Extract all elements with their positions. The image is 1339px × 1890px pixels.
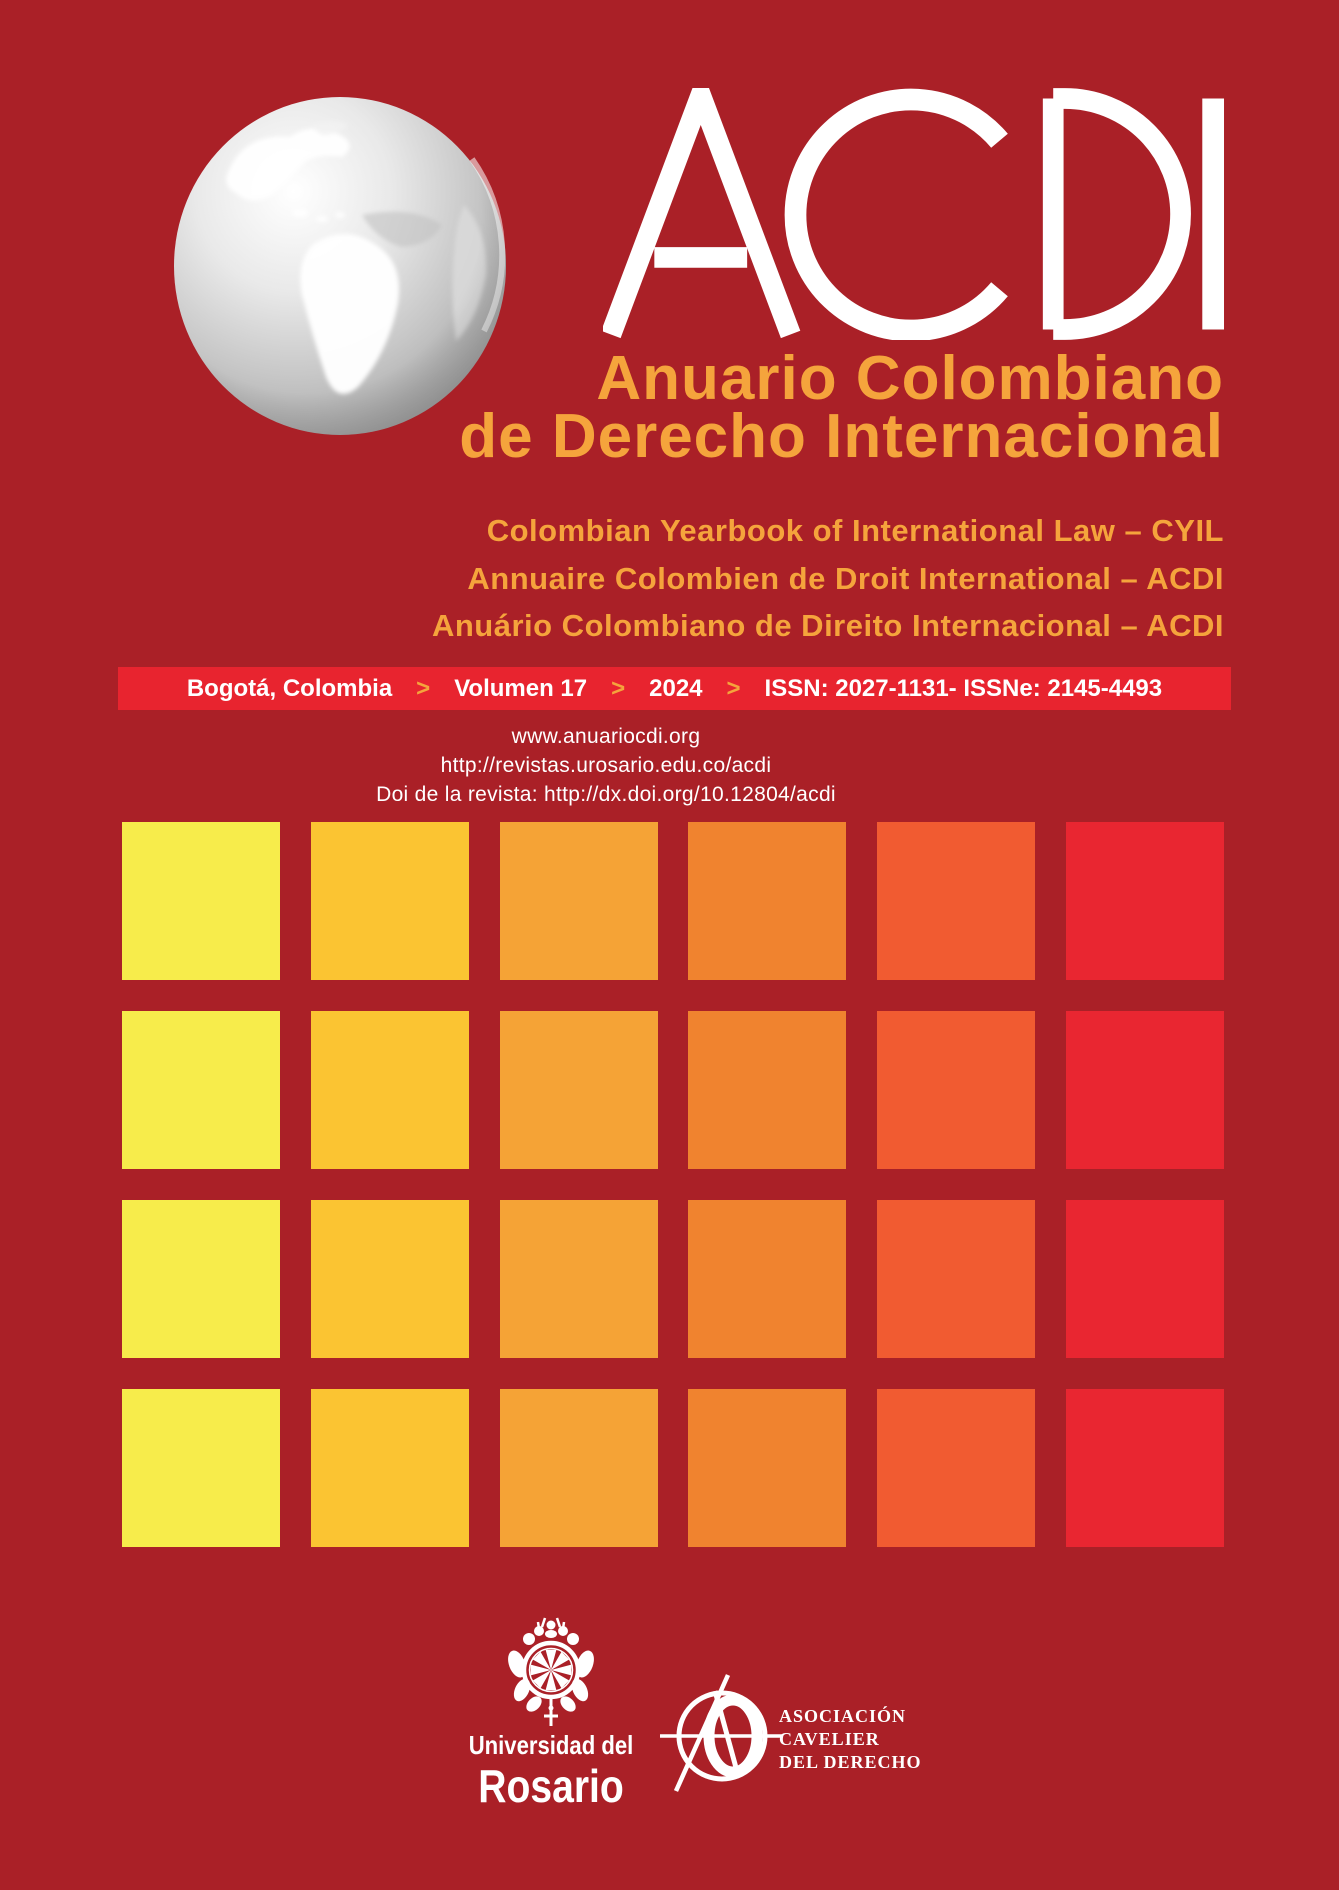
cavelier-logo-text: ASOCIACIÓN CAVELIER DEL DERECHO xyxy=(779,1705,922,1774)
grid-square xyxy=(122,1011,280,1169)
issue-banner: Bogotá, Colombia > Volumen 17 > 2024 > I… xyxy=(118,667,1231,710)
grid-square xyxy=(499,822,658,980)
grid-square xyxy=(688,1389,847,1547)
link-revistas: http://revistas.urosario.edu.co/acdi xyxy=(440,754,772,777)
rosario-logo: Universidad del Rosario xyxy=(411,1612,691,1809)
journal-title-line2: de Derecho Internacional xyxy=(459,402,1224,471)
rosario-logo-line1: Universidad del xyxy=(468,1730,634,1760)
grid-square xyxy=(310,822,469,980)
subtitle-english: Colombian Yearbook of International Law … xyxy=(486,513,1224,548)
grid-square xyxy=(1065,1389,1224,1547)
grid-square xyxy=(877,1389,1036,1547)
subtitle-french: Annuaire Colombien de Droit Internationa… xyxy=(467,561,1224,596)
chevron-separator-icon: > xyxy=(416,674,431,702)
cavelier-monogram-icon xyxy=(660,1674,782,1792)
banner-city: Bogotá, Colombia xyxy=(186,674,393,702)
rosario-logo-line2: Rosario xyxy=(478,1760,624,1812)
grid-square xyxy=(499,1011,658,1169)
grid-square xyxy=(877,1011,1036,1169)
grid-square xyxy=(310,1200,469,1358)
link-doi: Doi de la revista: http://dx.doi.org/10.… xyxy=(376,783,836,806)
link-website: www.anuariocdi.org xyxy=(511,725,701,748)
chevron-separator-icon: > xyxy=(611,674,626,702)
grid-square xyxy=(688,1011,847,1169)
grid-square xyxy=(877,1200,1036,1358)
acdi-wordmark: ACDI xyxy=(603,88,1225,340)
grid-square xyxy=(122,1389,280,1547)
grid-square xyxy=(310,1389,469,1547)
grid-square xyxy=(877,822,1036,980)
grid-square xyxy=(310,1011,469,1169)
journal-links: www.anuariocdi.org http://revistas.urosa… xyxy=(0,722,1212,809)
grid-square xyxy=(499,1389,658,1547)
banner-volume: Volumen 17 xyxy=(454,674,588,702)
cavelier-line1: ASOCIACIÓN xyxy=(779,1706,907,1726)
cavelier-line3: DEL DERECHO xyxy=(779,1752,922,1772)
globe-icon xyxy=(174,97,506,435)
subtitle-portuguese: Anuário Colombiano de Direito Internacio… xyxy=(431,608,1224,643)
grid-square xyxy=(122,822,280,980)
grid-square xyxy=(688,1200,847,1358)
banner-issn: ISSN: 2027-1131- ISSNe: 2145-4493 xyxy=(764,674,1163,702)
color-square-grid xyxy=(122,822,1224,1547)
chevron-separator-icon: > xyxy=(726,674,741,702)
grid-square xyxy=(1065,822,1224,980)
grid-square xyxy=(688,822,847,980)
cavelier-line2: CAVELIER xyxy=(779,1729,880,1749)
banner-year: 2024 xyxy=(649,674,703,702)
grid-square xyxy=(499,1200,658,1358)
grid-square xyxy=(122,1200,280,1358)
grid-square xyxy=(1065,1200,1224,1358)
rosario-crest-icon xyxy=(508,1617,594,1726)
grid-square xyxy=(1065,1011,1224,1169)
journal-title-line1: Anuario Colombiano xyxy=(596,344,1224,413)
